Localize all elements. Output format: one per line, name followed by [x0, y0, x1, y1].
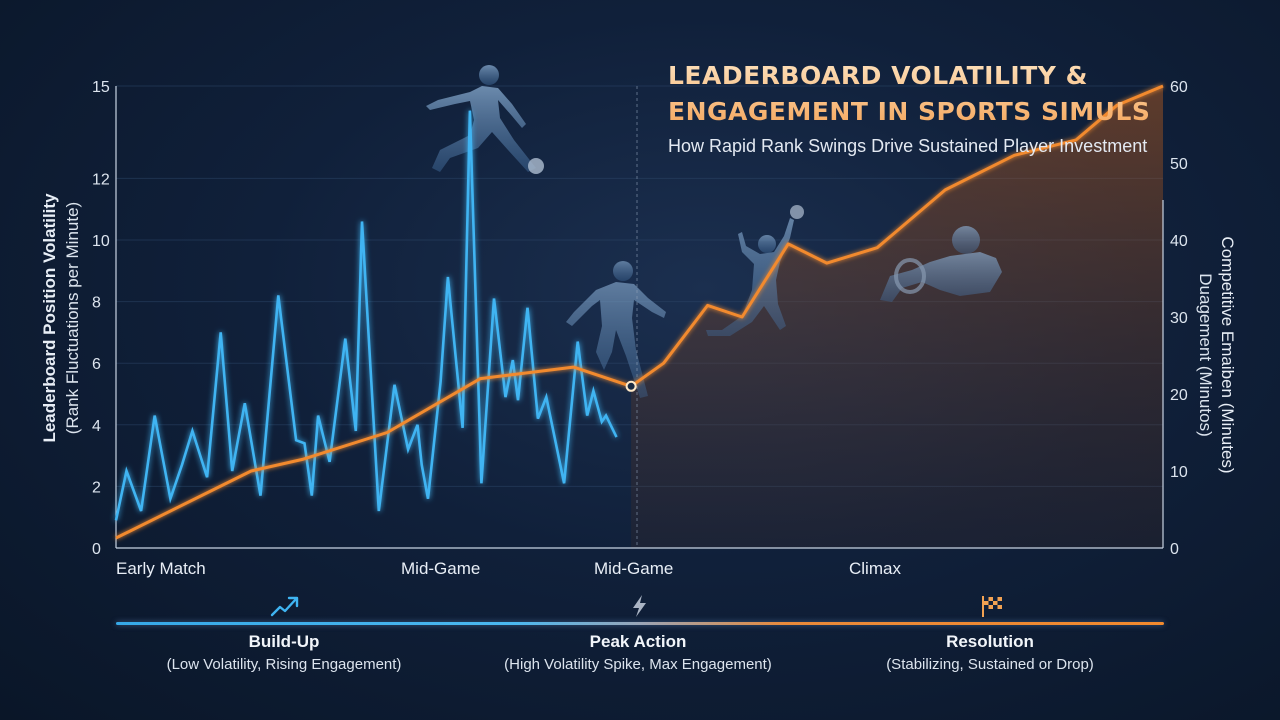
y-left-tick-label: 12: [92, 171, 110, 188]
chart-title: LEADERBOARD VOLATILITY & ENGAGEMENT IN S…: [668, 58, 1268, 130]
y-right-label: Competitive Emaiben (Minutes): [1218, 236, 1237, 473]
phase-name: Peak Action: [589, 632, 687, 651]
axes: [115, 86, 1164, 549]
y-left-label-sub: (Rank Fluctuations per Minute): [63, 202, 82, 434]
y-left-tick-label: 10: [92, 233, 110, 250]
y-left-tick-label: 0: [92, 541, 101, 558]
lightning-icon: [633, 595, 646, 617]
y-right-tick-label: 60: [1170, 79, 1188, 96]
phase-build-up: Build-Up (Low Volatility, Rising Engagem…: [104, 630, 464, 676]
phase-peak-action: Peak Action (High Volatility Spike, Max …: [458, 630, 818, 676]
basketball-player-silhouette: [706, 205, 804, 336]
x-labels: Early Match Mid-Game Mid-Game Climax: [116, 559, 901, 578]
y-left-tick-label: 8: [92, 295, 101, 312]
race-driver-silhouette: [880, 226, 1002, 302]
x-tick-label: Mid-Game: [401, 559, 480, 578]
y-left-tick-label: 15: [92, 79, 110, 96]
transition-marker: [625, 380, 637, 392]
x-tick-label: Climax: [849, 559, 901, 578]
phase-resolution: Resolution (Stabilizing, Sustained or Dr…: [810, 630, 1170, 676]
phase-timeline-bar: [116, 622, 1164, 625]
series-lines: [114, 84, 1164, 540]
y-right-label-sub: Duagement (Minutos): [1196, 273, 1215, 436]
runner-silhouette: [566, 261, 666, 398]
checkered-flag-icon: [982, 596, 1002, 617]
y-right-tick-label: 0: [1170, 541, 1179, 558]
tick-labels: 0 2 4 6 8 10 12 15 0 10 20 30 40 50 60: [92, 79, 1188, 558]
chart-subtitle: How Rapid Rank Swings Drive Sustained Pl…: [668, 136, 1148, 156]
engagement-line: [115, 84, 1164, 540]
phase-desc: (High Volatility Spike, Max Engagement): [504, 656, 772, 673]
soccer-player-silhouette: [426, 65, 544, 174]
title-line-1: LEADERBOARD VOLATILITY &: [668, 61, 1088, 90]
x-tick-label: Early Match: [116, 559, 206, 578]
engagement-area: [631, 86, 1163, 548]
grid: [116, 85, 1163, 487]
y-left-tick-label: 6: [92, 356, 101, 373]
y-right-tick-label: 50: [1170, 156, 1188, 173]
y-left-tick-label: 4: [92, 418, 101, 435]
y-right-tick-label: 40: [1170, 233, 1188, 250]
x-tick-label: Mid-Game: [594, 559, 673, 578]
y-right-tick-label: 20: [1170, 387, 1188, 404]
y-left-label: Leaderboard Position Volatility: [40, 193, 59, 443]
y-left-tick-label: 2: [92, 479, 101, 496]
phase-desc: (Low Volatility, Rising Engagement): [166, 656, 402, 673]
trend-up-icon: [270, 596, 299, 617]
phase-name: Build-Up: [248, 632, 320, 651]
y-right-tick-label: 30: [1170, 310, 1188, 327]
y-right-tick-label: 10: [1170, 464, 1188, 481]
volatility-line: [114, 110, 618, 521]
phase-desc: (Stabilizing, Sustained or Drop): [886, 656, 1094, 673]
title-line-2: ENGAGEMENT IN SPORTS SIMULS: [668, 97, 1151, 126]
phase-name: Resolution: [946, 632, 1034, 651]
engagement-fill: [631, 86, 1163, 548]
